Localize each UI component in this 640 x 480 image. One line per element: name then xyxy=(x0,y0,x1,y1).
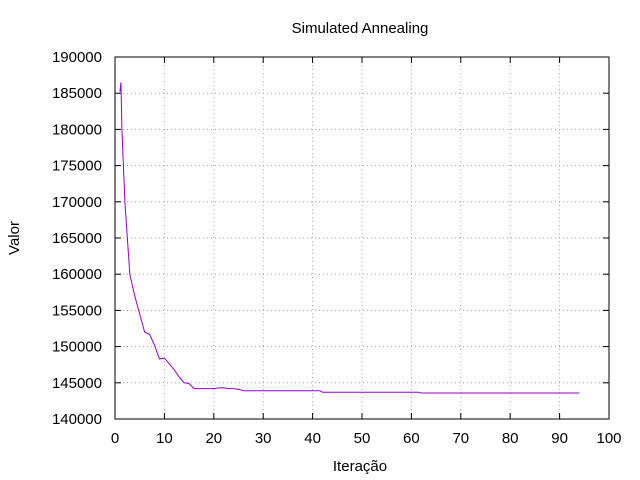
x-tick-label: 50 xyxy=(354,430,371,447)
y-tick-label: 185000 xyxy=(52,85,102,102)
x-tick-label: 40 xyxy=(304,430,321,447)
x-tick-label: 90 xyxy=(551,430,568,447)
y-tick-label: 190000 xyxy=(52,49,102,66)
y-tick-label: 160000 xyxy=(52,266,102,283)
y-tick-label: 175000 xyxy=(52,158,102,175)
x-tick-label: 10 xyxy=(156,430,173,447)
grid xyxy=(115,57,609,419)
series-line xyxy=(119,82,580,394)
x-tick-label: 60 xyxy=(403,430,420,447)
y-axis-title: Valor xyxy=(6,221,23,255)
y-tick-label: 170000 xyxy=(52,194,102,211)
y-tick-label: 150000 xyxy=(52,339,102,356)
y-tick-label: 145000 xyxy=(52,375,102,392)
y-tick-label: 155000 xyxy=(52,302,102,319)
x-tick-label: 20 xyxy=(205,430,222,447)
chart-title: Simulated Annealing xyxy=(292,20,429,37)
x-tick-label: 30 xyxy=(255,430,272,447)
y-tick-label: 140000 xyxy=(52,411,102,428)
y-tick-label: 165000 xyxy=(52,230,102,247)
x-tick-label: 70 xyxy=(452,430,469,447)
x-tick-label: 0 xyxy=(111,430,119,447)
x-axis: 0 10 20 30 40 50 60 70 80 90 100 xyxy=(111,57,622,447)
x-tick-label: 100 xyxy=(596,430,621,447)
x-tick-label: 80 xyxy=(502,430,519,447)
x-axis-title: Iteração xyxy=(333,458,387,475)
y-tick-label: 180000 xyxy=(52,121,102,138)
y-axis: 140000 145000 150000 155000 160000 165000 1700… xyxy=(52,49,609,428)
